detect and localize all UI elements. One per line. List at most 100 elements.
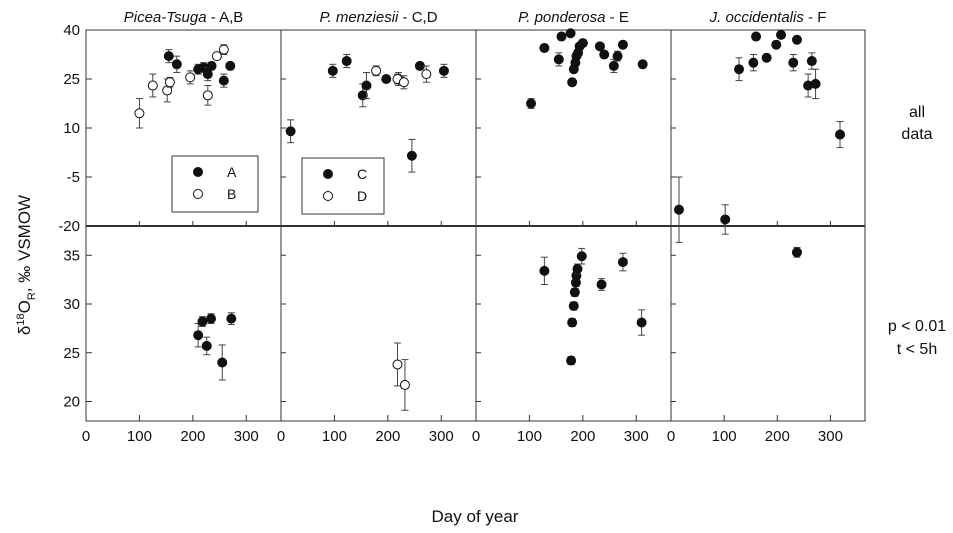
y-axis-label-o: O xyxy=(15,300,34,313)
x-tick-label: 100 xyxy=(322,428,347,445)
row-label-top-line2: data xyxy=(901,126,932,143)
x-tick-label: 300 xyxy=(429,428,454,445)
y-axis-label-sup: 18 xyxy=(15,313,27,325)
panel-title-suffix: - F xyxy=(804,9,827,26)
x-tick-label: 100 xyxy=(127,428,152,445)
bottom-point-E xyxy=(568,300,579,311)
top-point-E xyxy=(637,59,648,70)
panel-title-species: P. menziesii xyxy=(319,9,399,26)
bottom-point-A xyxy=(206,313,217,324)
top-point-F xyxy=(810,78,821,89)
y-axis-bottom-tick-label: 35 xyxy=(63,247,80,264)
top-point-B xyxy=(185,72,196,83)
legend-marker-C xyxy=(323,169,333,179)
top-point-E xyxy=(565,28,576,39)
y-axis-top-tick-label: -20 xyxy=(58,218,80,235)
row-label-bottom-line1: p < 0.01 xyxy=(888,318,946,335)
top-point-E xyxy=(526,98,537,109)
top-point-F xyxy=(835,129,846,140)
top-point-E xyxy=(608,60,619,71)
y-axis-label-unit: , ‰ VSMOW xyxy=(15,195,34,292)
x-tick-label: 0 xyxy=(277,428,285,445)
legend-marker-A xyxy=(193,167,203,177)
x-tick-label: 0 xyxy=(472,428,480,445)
y-axis-bottom-tick-label: 30 xyxy=(63,296,80,313)
bottom-point-A xyxy=(201,340,212,351)
x-tick-label: 100 xyxy=(712,428,737,445)
top-point-E xyxy=(612,51,623,62)
top-point-B xyxy=(218,44,229,55)
y-axis-label: δ18OR, ‰ VSMOW xyxy=(15,195,38,335)
top-point-E xyxy=(539,42,550,53)
bottom-point-A xyxy=(217,357,228,368)
top-point-D xyxy=(421,69,432,80)
top-point-F xyxy=(806,56,817,67)
y-axis-top-tick-label: 10 xyxy=(63,120,80,137)
bottom-point-D xyxy=(392,359,403,370)
top-point-A xyxy=(218,75,229,86)
legend-marker-B xyxy=(193,189,203,199)
top-point-D xyxy=(371,65,382,76)
bottom-point-A xyxy=(193,330,204,341)
panel-title-species: P. ponderosa xyxy=(518,9,605,26)
bottom-point-A xyxy=(197,316,208,327)
legend-box xyxy=(301,157,385,215)
y-axis-top-tick-label: 25 xyxy=(63,71,80,88)
top-point-F xyxy=(751,31,762,42)
top-point-C xyxy=(381,74,392,84)
panel-title-picea-tsuga: Picea-Tsuga - A,B xyxy=(124,9,244,26)
top-point-E xyxy=(577,38,588,49)
panel-title-suffix: - C,D xyxy=(398,9,437,26)
top-point-F xyxy=(720,214,731,225)
top-point-F xyxy=(748,57,759,68)
bottom-point-F xyxy=(791,247,802,258)
top-point-C xyxy=(341,56,352,67)
bottom-point-E xyxy=(617,257,628,268)
bottom-point-E xyxy=(596,279,607,290)
bottom-point-E xyxy=(569,287,580,298)
top-point-B xyxy=(164,77,175,88)
x-tick-label: 200 xyxy=(180,428,205,445)
top-point-B xyxy=(147,80,158,91)
top-point-C xyxy=(438,65,449,76)
bottom-point-E xyxy=(572,263,583,274)
bottom-point-E xyxy=(539,265,550,276)
panel-title-p-menziesii: P. menziesii - C,D xyxy=(319,9,437,26)
bottom-point-E xyxy=(566,355,577,366)
panel-title-suffix: - A,B xyxy=(207,9,244,26)
top-point-A xyxy=(202,69,213,80)
legend-box xyxy=(171,155,259,213)
top-point-D xyxy=(398,77,409,88)
legend-label-B: B xyxy=(227,186,236,202)
x-tick-label: 0 xyxy=(82,428,90,445)
y-axis-top-tick-label: -5 xyxy=(67,169,80,186)
x-tick-label: 300 xyxy=(818,428,843,445)
top-point-C xyxy=(361,80,372,91)
top-point-B xyxy=(134,108,145,119)
y-axis-bottom-tick-label: 25 xyxy=(63,345,80,362)
bottom-point-E xyxy=(636,317,647,328)
top-point-E xyxy=(617,39,628,50)
panel-title-suffix: - E xyxy=(605,9,628,26)
y-axis-bottom-tick-label: 20 xyxy=(63,394,80,411)
top-point-A xyxy=(225,60,236,71)
y-axis-label-sub: R xyxy=(26,292,38,300)
row-label-top-line1: all xyxy=(909,104,925,121)
top-point-F xyxy=(776,29,787,40)
top-point-E xyxy=(599,49,610,60)
y-axis-top-tick-label: 40 xyxy=(63,22,80,39)
row-label-bottom-line2: t < 5h xyxy=(897,341,937,358)
top-point-C xyxy=(406,150,417,161)
top-point-E xyxy=(594,41,605,52)
bottom-point-D xyxy=(399,379,410,390)
x-tick-label: 100 xyxy=(517,428,542,445)
top-point-B xyxy=(211,51,222,62)
legend-marker-D xyxy=(323,191,333,201)
x-tick-label: 300 xyxy=(234,428,259,445)
top-point-A xyxy=(163,51,174,62)
bottom-point-E xyxy=(576,251,587,262)
top-point-F xyxy=(761,52,772,63)
bottom-point-A xyxy=(226,313,237,324)
